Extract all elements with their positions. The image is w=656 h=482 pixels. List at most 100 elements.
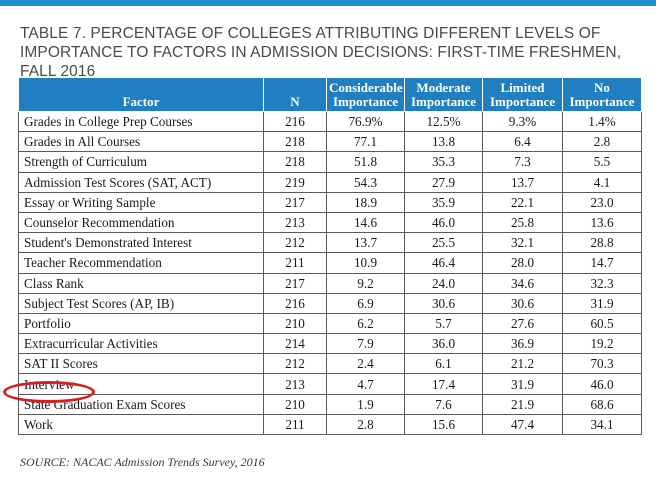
none-cell: 70.3 (562, 353, 642, 375)
moderate-cell: 24.0 (404, 272, 483, 294)
considerable-cell: 13.7 (326, 232, 405, 254)
factor-cell: Grades in College Prep Courses (18, 110, 264, 133)
considerable-cell: 1.9 (326, 393, 405, 415)
limited-cell: 32.1 (482, 232, 563, 254)
limited-cell: 31.9 (482, 373, 563, 395)
limited-cell: 36.9 (482, 333, 563, 355)
considerable-cell: 10.9 (326, 252, 405, 274)
factor-cell: Counselor Recommendation (18, 211, 264, 234)
moderate-cell: 12.5% (404, 110, 483, 133)
none-cell: 4.1 (562, 171, 642, 193)
considerable-cell: 9.2 (326, 272, 405, 294)
moderate-cell: 6.1 (404, 353, 483, 375)
n-cell: 213 (263, 373, 327, 395)
table-row: Counselor Recommendation 213 14.6 46.0 25.8 1… (18, 211, 642, 234)
considerable-cell: 2.4 (326, 353, 405, 375)
none-cell: 32.3 (562, 272, 642, 294)
n-cell: 217 (263, 191, 327, 213)
considerable-cell: 51.8 (326, 151, 405, 173)
moderate-cell: 35.9 (404, 191, 483, 213)
factor-cell: SAT II Scores (18, 353, 264, 375)
factor-cell: Admission Test Scores (SAT, ACT) (18, 171, 264, 193)
n-cell: 211 (263, 252, 327, 274)
limited-cell: 28.0 (482, 252, 563, 274)
none-cell: 60.5 (562, 312, 642, 335)
considerable-cell: 2.8 (326, 413, 405, 436)
limited-cell: 21.2 (482, 353, 563, 375)
none-cell: 14.7 (562, 252, 642, 274)
n-cell: 210 (263, 393, 327, 415)
n-cell: 217 (263, 272, 327, 294)
considerable-cell: 4.7 (326, 373, 405, 395)
limited-cell: 13.7 (482, 171, 563, 193)
factor-cell: Strength of Curriculum (18, 151, 264, 173)
factor-cell: Subject Test Scores (AP, IB) (18, 292, 264, 314)
none-cell: 13.6 (562, 211, 642, 234)
table-row: Grades in College Prep Courses 216 76.9% 12… (18, 110, 642, 133)
header-none: No Importance (562, 77, 642, 112)
none-cell: 5.5 (562, 151, 642, 173)
n-cell: 210 (263, 312, 327, 335)
limited-cell: 7.3 (482, 151, 563, 173)
n-cell: 219 (263, 171, 327, 193)
table-row: Strength of Curriculum 218 51.8 35.3 7.3 5.5 (18, 151, 642, 173)
moderate-cell: 13.8 (404, 131, 483, 153)
interview-highlight-circle (3, 381, 95, 403)
table-row: SAT II Scores 212 2.4 6.1 21.2 70.3 (18, 353, 642, 375)
table-row: Student's Demonstrated Interest 212 13.7 25… (18, 232, 642, 254)
admission-factors-table: Factor N Considerable Importance Moderat… (18, 77, 642, 436)
table-row: Essay or Writing Sample 217 18.9 35.9 22.1 23… (18, 191, 642, 213)
limited-cell: 22.1 (482, 191, 563, 213)
n-cell: 212 (263, 232, 327, 254)
factor-cell: Essay or Writing Sample (18, 191, 264, 213)
header-limited: Limited Importance (482, 77, 563, 112)
n-cell: 216 (263, 292, 327, 314)
table-row: Work 211 2.8 15.6 47.4 34.1 (18, 413, 642, 436)
table-row: Portfolio 210 6.2 5.7 27.6 60.5 (18, 312, 642, 335)
factor-cell: Work (18, 413, 264, 436)
considerable-cell: 54.3 (326, 171, 405, 193)
limited-cell: 9.3% (482, 110, 563, 133)
data-table-container: Factor N Considerable Importance Moderat… (18, 77, 642, 436)
none-cell: 46.0 (562, 373, 642, 395)
table-row: Teacher Recommendation 211 10.9 46.4 28.0 14.… (18, 252, 642, 274)
table-row: Class Rank 217 9.2 24.0 34.6 32.3 (18, 272, 642, 294)
moderate-cell: 46.0 (404, 211, 483, 234)
table-row: Extracurricular Activities 214 7.9 36.0 36.9… (18, 333, 642, 355)
factor-cell: Extracurricular Activities (18, 333, 264, 355)
considerable-cell: 7.9 (326, 333, 405, 355)
table-row: Interview 213 4.7 17.4 31.9 46.0 (18, 373, 642, 395)
moderate-cell: 17.4 (404, 373, 483, 395)
header-n: N (263, 77, 327, 112)
header-considerable: Considerable Importance (326, 77, 405, 112)
limited-cell: 25.8 (482, 211, 563, 234)
moderate-cell: 25.5 (404, 232, 483, 254)
considerable-cell: 76.9% (326, 110, 405, 133)
considerable-cell: 77.1 (326, 131, 405, 153)
n-cell: 216 (263, 110, 327, 133)
n-cell: 214 (263, 333, 327, 355)
limited-cell: 21.9 (482, 393, 563, 415)
n-cell: 211 (263, 413, 327, 436)
header-moderate: Moderate Importance (404, 77, 483, 112)
factor-cell: Teacher Recommendation (18, 252, 264, 274)
none-cell: 2.8 (562, 131, 642, 153)
none-cell: 31.9 (562, 292, 642, 314)
none-cell: 19.2 (562, 333, 642, 355)
table-row: Admission Test Scores (SAT, ACT) 219 54.3 2… (18, 171, 642, 193)
factor-cell: Class Rank (18, 272, 264, 294)
moderate-cell: 36.0 (404, 333, 483, 355)
factor-cell: Grades in All Courses (18, 131, 264, 153)
limited-cell: 27.6 (482, 312, 563, 335)
source-note: SOURCE: NACAC Admission Trends Survey, 2… (20, 455, 265, 469)
n-cell: 218 (263, 131, 327, 153)
moderate-cell: 35.3 (404, 151, 483, 173)
n-cell: 213 (263, 211, 327, 234)
n-cell: 212 (263, 353, 327, 375)
factor-cell: Student's Demonstrated Interest (18, 232, 264, 254)
table-header-row: Factor N Considerable Importance Moderat… (18, 77, 642, 112)
table-row: Grades in All Courses 218 77.1 13.8 6.4 2.8 (18, 131, 642, 153)
none-cell: 28.8 (562, 232, 642, 254)
limited-cell: 6.4 (482, 131, 563, 153)
n-cell: 218 (263, 151, 327, 173)
